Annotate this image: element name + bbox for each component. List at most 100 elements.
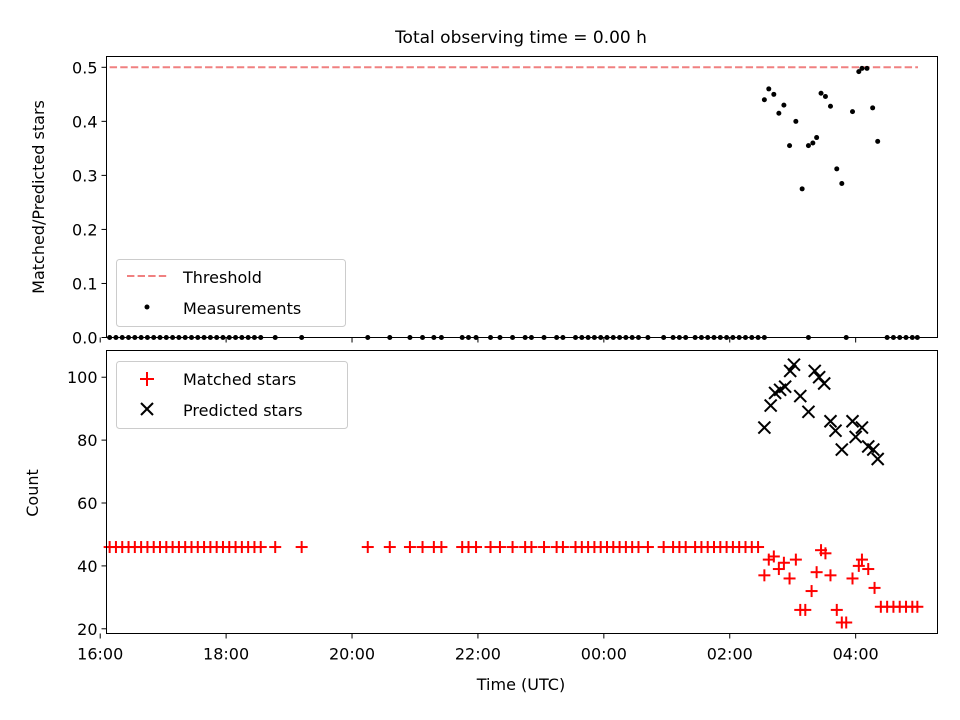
- bottom-y-tick-label: 80: [77, 431, 97, 450]
- matched-star-point: [556, 541, 569, 554]
- x-tick-label: 20:00: [329, 645, 375, 664]
- top-panel: 0.0 0.1 0.2 0.3 0.4 0.5 Matched/Predicted sta…: [29, 56, 938, 348]
- x-tick-label: 02:00: [707, 645, 753, 664]
- x-tick-label: 22:00: [455, 645, 501, 664]
- matched-star-point: [506, 541, 519, 554]
- measurement-point: [818, 90, 824, 96]
- top-legend-box: [116, 259, 346, 327]
- matched-star-point: [799, 603, 812, 616]
- matched-star-point: [470, 541, 483, 554]
- measurement-point: [856, 69, 862, 75]
- predicted-star-point: [817, 376, 831, 391]
- legend-predicted-label: Predicted stars: [183, 401, 303, 420]
- bottom-y-tick-label: 40: [77, 557, 97, 576]
- matched-star-point: [855, 553, 868, 566]
- top-legend: Threshold Measurements: [116, 259, 346, 327]
- matched-star-point: [641, 541, 654, 554]
- matched-star-point: [777, 556, 790, 569]
- top-y-tick-label: 0.4: [72, 112, 97, 131]
- matched-star-point: [819, 547, 832, 560]
- matched-star-point: [805, 585, 818, 598]
- measurement-point: [864, 65, 870, 71]
- matched-star-point: [416, 541, 429, 554]
- measurement-point: [766, 86, 772, 92]
- predicted-star-point: [845, 414, 860, 428]
- matched-star-point: [868, 581, 881, 594]
- predicted-star-point: [783, 364, 797, 378]
- measurement-point: [799, 186, 805, 192]
- bottom-y-ticks: 20 40 60 80 100: [67, 368, 107, 639]
- measurement-point: [870, 105, 876, 111]
- measurement-point: [787, 143, 793, 149]
- measurement-point: [834, 166, 840, 172]
- legend-threshold-label: Threshold: [182, 268, 262, 287]
- x-tick-label: 04:00: [833, 645, 879, 664]
- matched-star-point: [824, 569, 837, 582]
- top-y-tick-label: 0.3: [72, 166, 97, 185]
- matched-star-point: [846, 572, 859, 585]
- bottom-plot-marks: [103, 357, 924, 629]
- legend-measurements-swatch: [144, 304, 150, 310]
- bottom-y-axis-label: Count: [23, 469, 42, 517]
- matched-star-point: [383, 541, 396, 554]
- predicted-star-point: [757, 420, 772, 435]
- matched-star-point: [361, 541, 374, 554]
- bottom-y-tick-label: 100: [67, 368, 98, 387]
- bottom-axes-frame: [106, 350, 938, 634]
- matched-star-point: [295, 541, 308, 554]
- predicted-star-point: [848, 430, 863, 444]
- matched-star-point: [752, 541, 765, 554]
- matched-star-point: [758, 569, 771, 582]
- legend-matched-label: Matched stars: [183, 370, 296, 389]
- matched-star-point: [767, 550, 780, 563]
- measurement-point: [827, 103, 833, 109]
- top-axes-frame: [106, 56, 938, 338]
- predicted-star-point: [787, 357, 801, 372]
- bottom-legend: Matched stars Predicted stars: [116, 361, 348, 429]
- top-y-tick-label: 0.2: [72, 220, 97, 239]
- matched-star-point: [852, 559, 865, 572]
- top-y-axis-label: Matched/Predicted stars: [29, 100, 48, 294]
- measurement-point: [793, 118, 799, 124]
- x-tick-label: 00:00: [581, 645, 627, 664]
- matched-star-point: [254, 541, 267, 554]
- top-y-tick-label: 0.1: [72, 274, 97, 293]
- x-tick-label: 18:00: [203, 645, 249, 664]
- matched-star-point: [810, 566, 823, 579]
- predicted-star-point: [823, 414, 838, 428]
- legend-measurements-label: Measurements: [183, 299, 301, 318]
- matched-star-point: [493, 541, 506, 554]
- matched-star-point: [772, 563, 785, 576]
- predicted-star-point: [870, 452, 885, 466]
- bottom-y-tick-label: 60: [77, 494, 97, 513]
- matched-star-point: [789, 553, 802, 566]
- predicted-star-point: [855, 420, 869, 435]
- top-y-tick-label: 0.5: [72, 58, 97, 77]
- measurement-point: [850, 109, 856, 115]
- measurement-point: [771, 91, 777, 97]
- matched-star-point: [269, 541, 282, 554]
- measurement-point: [839, 180, 845, 186]
- predicted-star-point: [793, 389, 807, 403]
- predicted-star-point: [866, 442, 880, 457]
- measurement-point: [776, 110, 782, 116]
- measurement-point: [814, 135, 820, 141]
- bottom-x-ticks: 16:00 18:00 20:00 22:00 00:00 02:00 04:00: [77, 633, 879, 664]
- predicted-star-point: [828, 423, 843, 438]
- measurement-point: [859, 65, 865, 71]
- matched-star-point: [403, 541, 416, 554]
- bottom-legend-box: [116, 361, 348, 429]
- matched-star-point: [840, 616, 853, 629]
- matched-star-point: [435, 541, 448, 554]
- top-x-ticks: [99, 337, 857, 343]
- matched-star-point: [830, 603, 843, 616]
- predicted-star-point: [808, 364, 822, 378]
- top-y-ticks: 0.0 0.1 0.2 0.3 0.4 0.5: [72, 58, 107, 348]
- matched-star-point: [911, 600, 924, 613]
- legend-matched-swatch: [140, 372, 154, 386]
- matched-star-point: [538, 541, 551, 554]
- matched-star-point: [783, 572, 796, 585]
- predicted-star-point: [835, 442, 849, 457]
- predicted-star-point: [763, 398, 778, 413]
